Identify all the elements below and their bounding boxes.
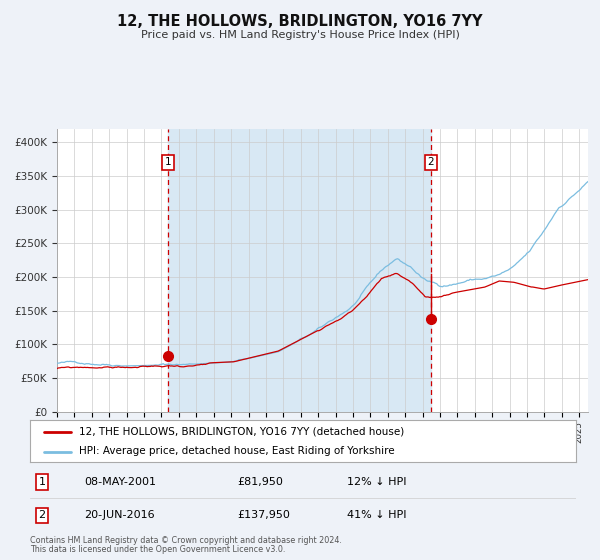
Text: 2: 2 bbox=[427, 157, 434, 167]
Text: 1: 1 bbox=[38, 477, 46, 487]
Text: £137,950: £137,950 bbox=[238, 510, 290, 520]
Bar bbox=[168, 129, 431, 412]
Text: 2: 2 bbox=[38, 510, 46, 520]
Text: Price paid vs. HM Land Registry's House Price Index (HPI): Price paid vs. HM Land Registry's House … bbox=[140, 30, 460, 40]
Text: 12% ↓ HPI: 12% ↓ HPI bbox=[347, 477, 406, 487]
Text: 41% ↓ HPI: 41% ↓ HPI bbox=[347, 510, 406, 520]
Text: 12, THE HOLLOWS, BRIDLINGTON, YO16 7YY: 12, THE HOLLOWS, BRIDLINGTON, YO16 7YY bbox=[117, 14, 483, 29]
Text: HPI: Average price, detached house, East Riding of Yorkshire: HPI: Average price, detached house, East… bbox=[79, 446, 395, 456]
Text: 12, THE HOLLOWS, BRIDLINGTON, YO16 7YY (detached house): 12, THE HOLLOWS, BRIDLINGTON, YO16 7YY (… bbox=[79, 427, 404, 437]
Text: Contains HM Land Registry data © Crown copyright and database right 2024.: Contains HM Land Registry data © Crown c… bbox=[30, 536, 342, 545]
Text: 08-MAY-2001: 08-MAY-2001 bbox=[85, 477, 157, 487]
Text: £81,950: £81,950 bbox=[238, 477, 283, 487]
Text: 1: 1 bbox=[164, 157, 171, 167]
Text: 20-JUN-2016: 20-JUN-2016 bbox=[85, 510, 155, 520]
Text: This data is licensed under the Open Government Licence v3.0.: This data is licensed under the Open Gov… bbox=[30, 545, 286, 554]
